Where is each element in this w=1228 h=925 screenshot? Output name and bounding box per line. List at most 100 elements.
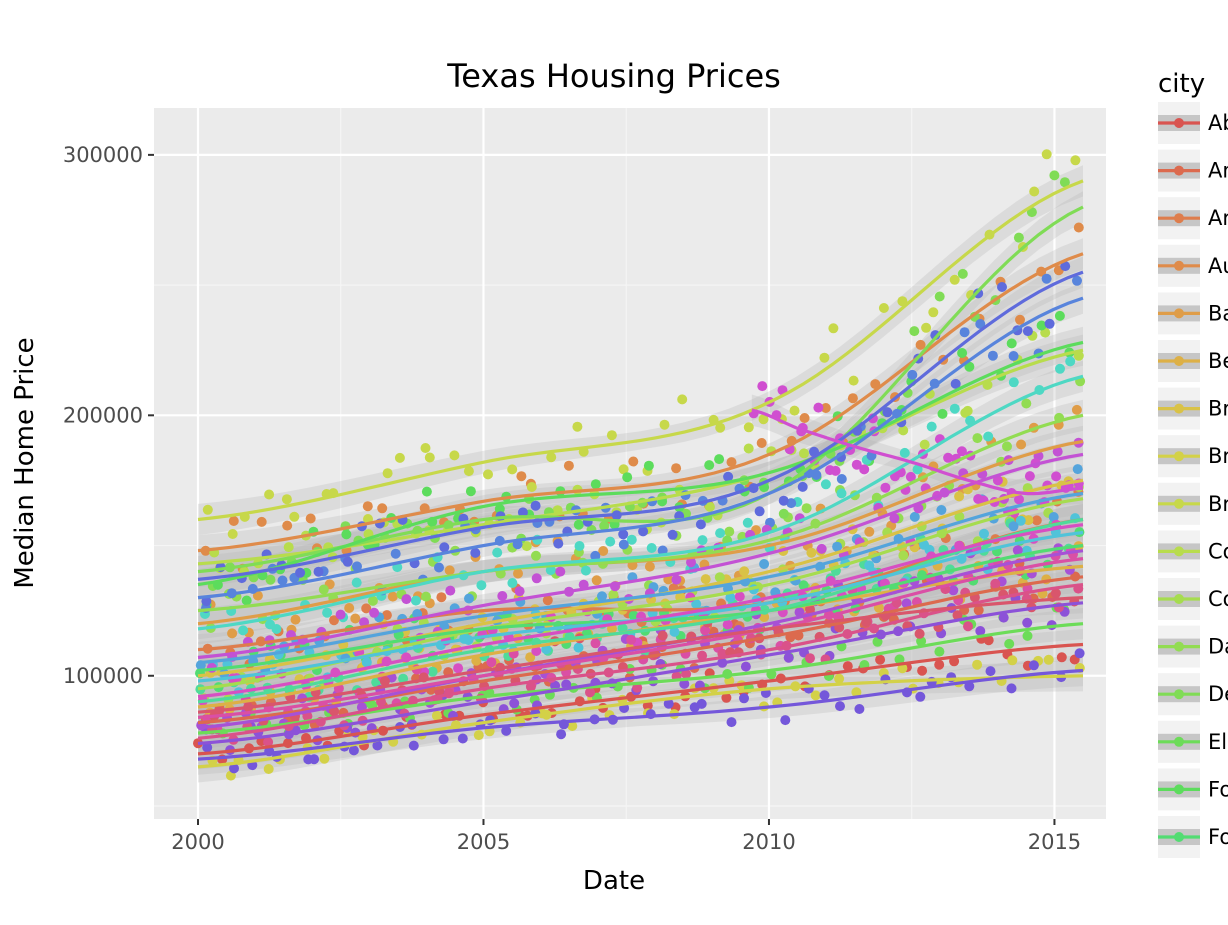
data-point [394, 452, 405, 463]
data-point [256, 516, 267, 527]
data-point [985, 666, 996, 677]
data-point [1021, 398, 1032, 409]
data-point [915, 339, 926, 350]
legend-label: Bay Area [1208, 301, 1228, 325]
legend-key-point [1174, 784, 1184, 795]
data-point [545, 565, 556, 576]
data-point [228, 516, 239, 526]
data-point [714, 454, 725, 465]
data-point [956, 446, 967, 457]
data-point [1043, 654, 1054, 665]
legend-key-point [1174, 260, 1184, 271]
data-point [483, 469, 493, 480]
data-point [318, 584, 329, 595]
legend-entry: Fort Bend [1158, 768, 1228, 811]
data-point [1022, 617, 1033, 628]
legend-entry: Austin [1158, 244, 1228, 287]
data-point [319, 753, 330, 764]
data-point [901, 598, 912, 609]
legend-entry: Abilene [1158, 102, 1228, 144]
data-point [957, 268, 968, 279]
data-point [1004, 638, 1015, 649]
data-point [309, 754, 320, 765]
data-point [842, 661, 853, 672]
data-point [350, 613, 361, 624]
data-point [283, 542, 294, 553]
data-point [556, 729, 567, 740]
ribbon [198, 503, 1083, 718]
data-point [894, 654, 905, 665]
data-point [819, 352, 830, 363]
ribbon [198, 256, 1083, 595]
data-point [1072, 464, 1083, 475]
data-point [686, 557, 696, 568]
data-point [1016, 439, 1027, 450]
data-point [514, 586, 525, 597]
data-point [352, 561, 362, 572]
data-point [899, 447, 910, 458]
data-point [695, 519, 706, 530]
legend-key-point [1174, 641, 1184, 652]
legend-label: Abilene [1208, 111, 1228, 135]
data-point [657, 630, 668, 641]
data-point [313, 566, 324, 577]
data-point [531, 550, 541, 561]
data-point [238, 625, 249, 636]
data-point [810, 690, 821, 701]
legend-key-point [1174, 736, 1184, 747]
legend-label: Collin County [1208, 539, 1228, 563]
data-point [671, 574, 682, 585]
data-point [521, 541, 532, 552]
data-point [926, 421, 937, 432]
legend-label: Beaumont [1208, 349, 1228, 373]
data-point [739, 566, 750, 577]
data-point [820, 479, 831, 490]
data-point [1012, 545, 1023, 556]
data-point [954, 511, 965, 522]
data-point [1065, 356, 1076, 367]
data-point [983, 635, 994, 646]
legend-entry: Beaumont [1158, 340, 1228, 382]
data-point [861, 617, 872, 628]
legend-entry: El Paso [1158, 720, 1228, 763]
legend-entry: Arlington [1158, 197, 1228, 240]
data-point [715, 422, 726, 433]
smooth-line [197, 523, 1084, 699]
data-point [1014, 494, 1024, 505]
data-point [382, 468, 393, 479]
data-point [667, 529, 678, 540]
data-point [361, 603, 372, 614]
legend-key-point [1174, 594, 1184, 604]
data-point [362, 501, 373, 512]
data-point [697, 650, 708, 661]
data-point [227, 628, 238, 639]
data-point [1074, 648, 1085, 659]
data-point [638, 526, 649, 537]
smooth-line [197, 374, 1084, 631]
data-point [759, 612, 770, 622]
data-point [563, 460, 574, 471]
data-point [289, 511, 300, 522]
data-point [756, 438, 767, 448]
data-point [427, 666, 438, 677]
data-point [628, 610, 639, 621]
data-point [992, 475, 1003, 486]
data-point [241, 595, 252, 606]
data-point [1072, 275, 1082, 286]
data-point [916, 636, 927, 647]
data-point [513, 568, 523, 579]
data-point [1060, 261, 1071, 272]
data-point [878, 303, 889, 313]
data-point [880, 482, 891, 493]
data-point [813, 402, 824, 413]
data-point [758, 414, 769, 425]
smooth-line [197, 452, 1084, 660]
data-point [778, 495, 789, 506]
data-point [949, 274, 960, 285]
data-point [264, 489, 275, 500]
data-point [834, 673, 845, 684]
data-point [780, 715, 791, 726]
data-point [1022, 326, 1033, 337]
data-point [379, 676, 390, 687]
data-point [617, 623, 628, 634]
